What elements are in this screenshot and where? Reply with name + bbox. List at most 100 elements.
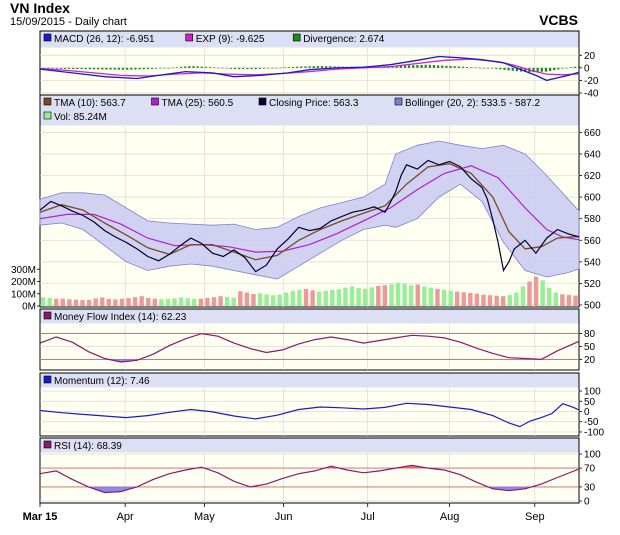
volume-tick-label: 100M	[11, 289, 36, 300]
divergence-bar	[208, 67, 212, 68]
volume-bar	[47, 298, 52, 306]
volume-bar	[336, 289, 342, 306]
volume-bar	[178, 297, 184, 306]
volume-bar	[218, 296, 223, 306]
volume-bar	[402, 283, 407, 306]
divergence-bar	[403, 65, 407, 68]
divergence-bar	[221, 67, 224, 69]
divergence-bar	[428, 64, 431, 68]
x-tick-label: Aug	[440, 511, 460, 523]
divergence-bar	[441, 65, 444, 68]
volume-bar	[408, 285, 414, 306]
volume-bar	[73, 299, 79, 306]
divergence-bar	[175, 67, 179, 68]
volume-bar	[244, 292, 250, 306]
divergence-bar	[233, 67, 237, 70]
volume-bar	[349, 286, 355, 306]
divergence-bar	[229, 67, 232, 69]
divergence-bar	[424, 64, 427, 68]
volume-bar	[487, 295, 493, 306]
volume-bar	[415, 284, 420, 306]
volume-bar	[376, 285, 381, 306]
volume-bar	[448, 290, 453, 306]
price-tick-label: 660	[584, 128, 601, 139]
divergence-bar	[308, 66, 311, 68]
volume-bar	[238, 291, 243, 306]
divergence-bar	[291, 66, 295, 68]
mfi-legend-label: Money Flow Index (14): 62.23	[54, 312, 187, 323]
mfi-legend-band	[40, 309, 579, 324]
divergence-bar	[101, 67, 104, 70]
volume-bar	[284, 292, 289, 306]
price-tick-label: 520	[584, 279, 601, 290]
divergence-bar	[507, 67, 510, 71]
divergence-bar	[126, 67, 129, 70]
divergence-bar	[416, 65, 419, 68]
rsi-legend-band	[40, 438, 579, 453]
divergence-bar	[511, 67, 514, 71]
divergence-bar	[121, 67, 125, 70]
momentum-tick-label: 50	[584, 397, 596, 408]
divergence-bar	[109, 67, 112, 70]
divergence-bar	[155, 67, 158, 69]
x-tick-label: Sep	[525, 511, 545, 523]
divergence-bar	[217, 67, 220, 69]
x-tick-label: Apr	[117, 511, 134, 523]
divergence-bar	[63, 67, 67, 69]
macd-tick-label: -40	[584, 89, 599, 100]
divergence-bar	[486, 67, 489, 69]
volume-tick-label: 300M	[11, 265, 36, 276]
volume-bar	[270, 295, 276, 306]
price-legend-label: TMA (25): 560.5	[162, 98, 234, 109]
divergence-bar	[150, 67, 154, 69]
divergence-bar	[262, 67, 266, 69]
volume-bar	[316, 291, 322, 306]
momentum-tick-label: 0	[584, 407, 590, 418]
volume-bar	[106, 298, 112, 306]
rsi-tick-label: 0	[584, 497, 590, 508]
divergence-bar	[84, 67, 87, 70]
divergence-bar	[117, 67, 120, 70]
volume-bar	[231, 297, 236, 306]
divergence-bar	[171, 67, 174, 69]
volume-bar	[198, 298, 204, 306]
divergence-bar	[437, 65, 440, 68]
price-tick-label: 560	[584, 236, 601, 247]
momentum-legend-swatch	[43, 375, 52, 384]
volume-bar	[454, 291, 460, 306]
divergence-bar	[138, 67, 141, 70]
price-tick-label: 580	[584, 214, 601, 225]
divergence-bar	[72, 67, 75, 69]
divergence-bar	[55, 67, 58, 69]
divergence-bar	[329, 66, 332, 68]
volume-bar	[67, 299, 72, 306]
divergence-bar	[167, 67, 170, 69]
momentum-tick-label: -50	[584, 417, 599, 428]
volume-bar	[547, 287, 552, 306]
divergence-bar	[279, 67, 282, 69]
volume-bar	[395, 282, 401, 306]
divergence-bar	[544, 67, 548, 72]
divergence-bar	[146, 67, 149, 70]
divergence-bar	[573, 66, 577, 68]
volume-bar	[40, 297, 46, 306]
volume-bar	[277, 294, 282, 306]
divergence-bar	[478, 67, 481, 69]
volume-bar	[165, 298, 171, 306]
volume-bar	[330, 290, 335, 306]
volume-bar	[152, 298, 158, 306]
divergence-bar	[113, 67, 116, 70]
divergence-bar	[548, 67, 552, 71]
x-tick-label: Jul	[361, 511, 375, 523]
mfi-tick-label: 20	[584, 355, 596, 366]
rsi-oversold-fill	[40, 486, 579, 493]
chart-subtitle: 15/09/2015 - Daily chart	[10, 16, 127, 28]
divergence-bar	[532, 67, 535, 73]
volume-bar	[343, 287, 348, 306]
divergence-bar	[250, 67, 253, 70]
divergence-bar	[445, 65, 448, 68]
divergence-bar	[470, 67, 473, 68]
divergence-bar	[536, 67, 539, 72]
divergence-bar	[142, 67, 145, 70]
